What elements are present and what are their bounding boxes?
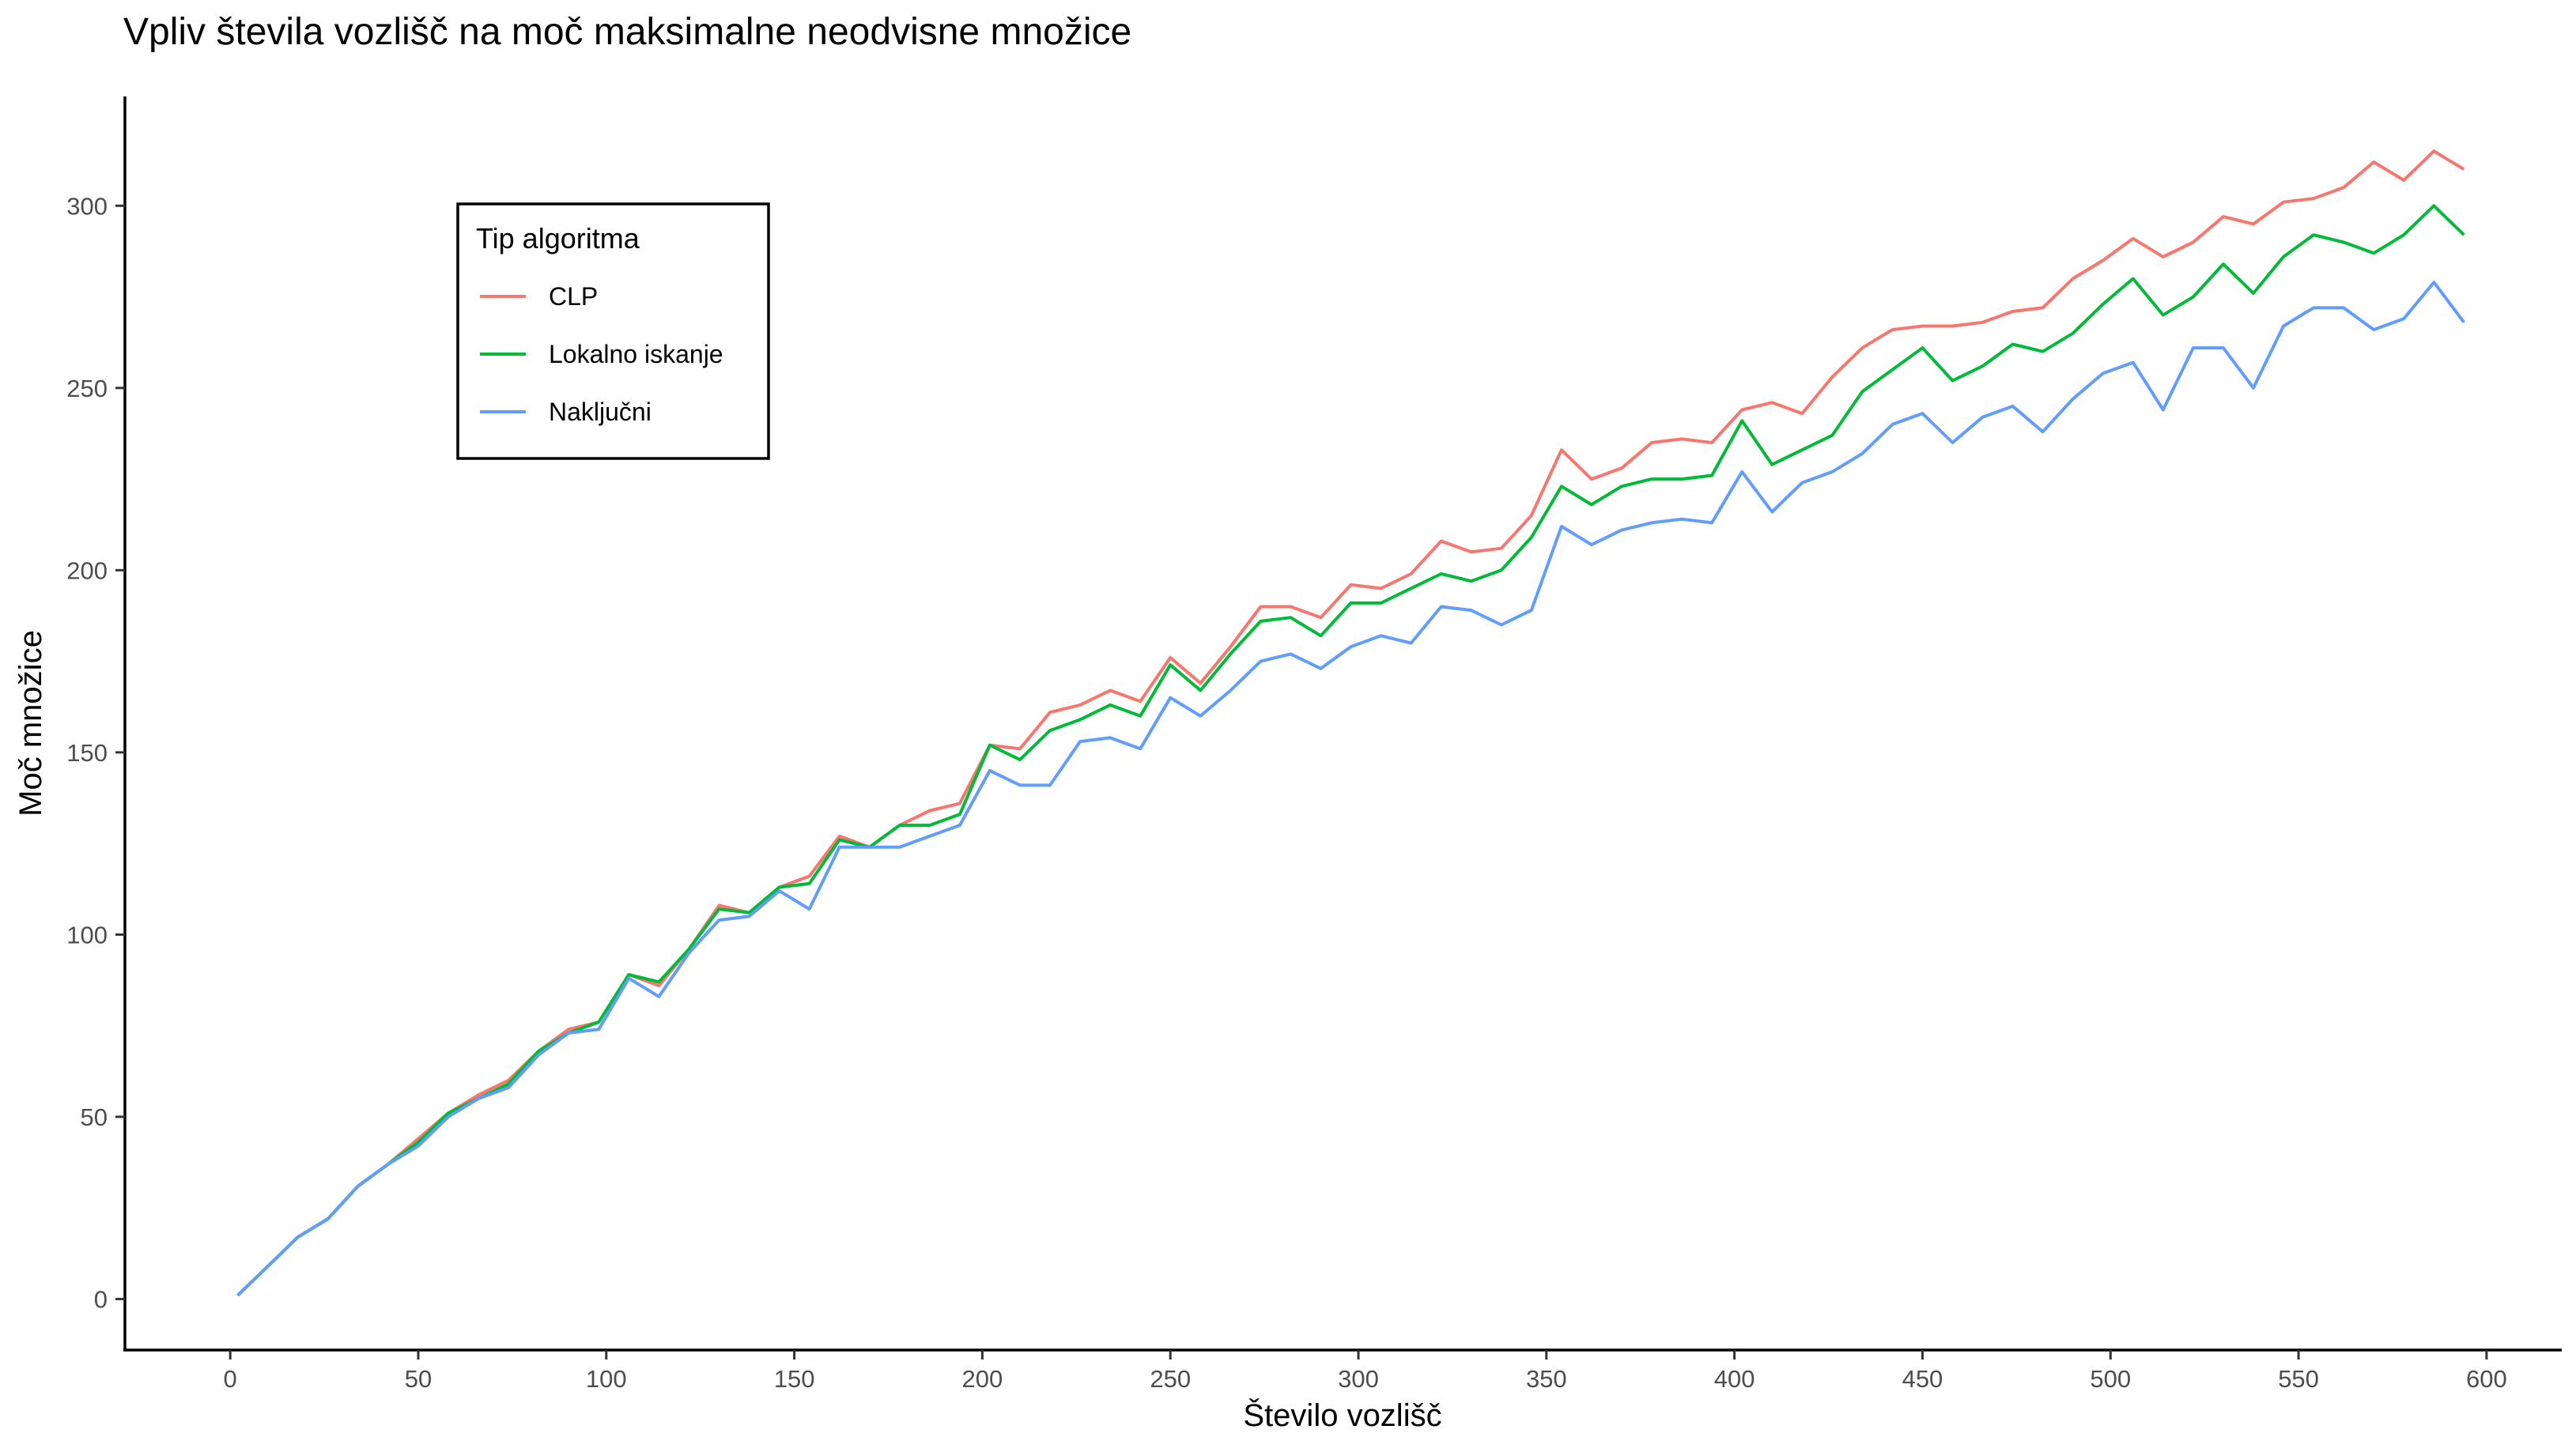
x-tick-label: 50	[405, 1365, 432, 1393]
x-axis-title: Število vozlišč	[1243, 1397, 1441, 1433]
chart-title: Vpliv števila vozlišč na moč maksimalne …	[123, 11, 1131, 53]
y-tick-label: 300	[66, 192, 108, 220]
x-tick-label: 100	[586, 1365, 627, 1393]
legend-label-lokalno-iskanje: Lokalno iskanje	[549, 340, 723, 368]
x-tick-label: 450	[1902, 1365, 1943, 1393]
legend-label-clp: CLP	[549, 282, 598, 311]
y-axis-ticks: 0 50 100 150 200 250 300	[66, 192, 125, 1313]
legend-items: CLP Lokalno iskanje Naključni	[480, 282, 723, 426]
y-axis-title: Moč množice	[13, 630, 48, 817]
y-tick-label: 100	[66, 921, 108, 949]
x-tick-label: 300	[1338, 1365, 1379, 1393]
series-layer	[236, 149, 2465, 1297]
x-tick-label: 400	[1714, 1365, 1755, 1393]
legend-box	[456, 202, 770, 460]
legend-title: Tip algoritma	[476, 222, 640, 255]
legend-label-nakljucni: Naključni	[549, 398, 652, 426]
x-tick-label: 0	[224, 1365, 237, 1393]
y-tick-label: 150	[66, 739, 108, 767]
x-tick-label: 350	[1526, 1365, 1567, 1393]
y-tick-label: 250	[66, 375, 108, 402]
series-line-nakljucni	[236, 281, 2465, 1297]
y-tick-label: 200	[66, 556, 108, 584]
series-line-lokalno-iskanje	[236, 204, 2465, 1297]
x-tick-label: 500	[2090, 1365, 2131, 1393]
y-tick-label: 50	[81, 1103, 108, 1131]
x-tick-label: 150	[774, 1365, 815, 1393]
legend: Tip algoritma CLP Lokalno iskanje Naključn…	[456, 202, 770, 460]
x-tick-label: 200	[962, 1365, 1003, 1393]
x-tick-label: 600	[2466, 1365, 2507, 1393]
x-tick-label: 550	[2278, 1365, 2319, 1393]
x-tick-label: 250	[1150, 1365, 1191, 1393]
y-tick-label: 0	[94, 1285, 108, 1313]
x-axis-ticks: 0 50 100 150 200 250 300 350 400 450 500 550 600	[224, 1350, 2507, 1393]
